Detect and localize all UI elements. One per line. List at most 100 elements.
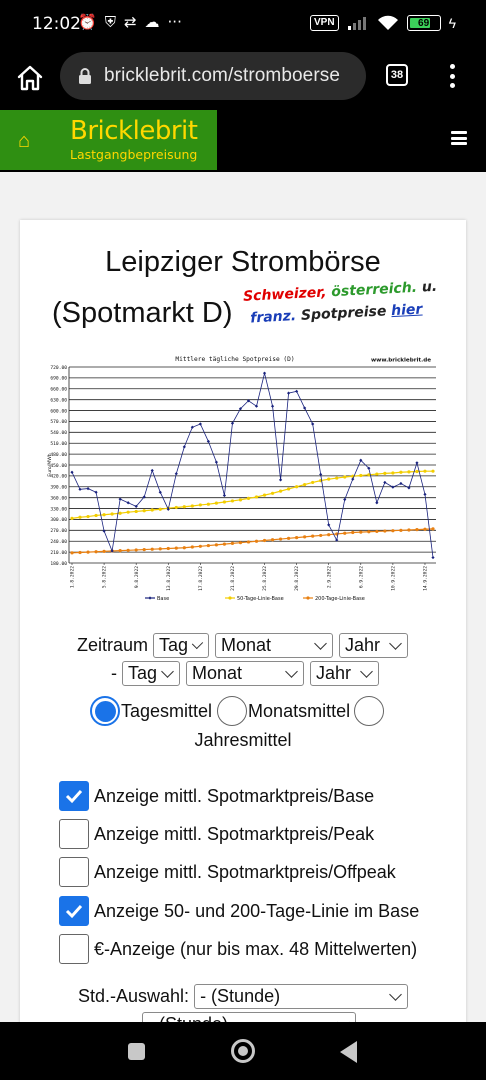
data-point-50-day [182,505,186,509]
promo-word: franz. [249,308,297,327]
radio-monatsmittel-label[interactable]: Monatsmittel [248,700,351,721]
data-point-50-day [295,485,299,489]
data-point-50-day [174,505,178,510]
data-point-50-day [118,511,122,515]
data-point-200-day [142,547,146,552]
other-markets-link[interactable]: Schweizer, österreich. u. franz. Spotpre… [243,274,468,346]
y-tick-label: 660.00 [50,387,67,393]
checkbox-offpeak-label[interactable]: Anzeige mittl. Spotmarktpreis/Offpeak [94,861,396,882]
site-logo[interactable]: ⌂ Bricklebrit Lastgangbepreisung [0,110,217,170]
data-point-200-day [262,538,267,543]
data-point-200-day [311,534,315,538]
data-point-50-day [150,508,154,512]
checkbox-peak[interactable] [59,819,89,849]
checkbox-base[interactable] [59,781,89,811]
lock-icon [79,68,91,84]
y-tick-label: 420.00 [50,474,67,480]
select-value: Tag [159,635,189,655]
data-point-200-day [70,551,74,555]
home-button[interactable] [231,1039,255,1063]
y-tick-label: 510.00 [50,441,67,447]
page-title: Leipziger Strombörse [105,246,381,278]
data-point-200-day [222,542,227,546]
checkbox-euro[interactable] [59,934,89,964]
content-card: Leipziger Strombörse (Spotmarkt D) Schwe… [20,220,466,1040]
data-point-200-day [254,539,259,543]
legend-marker [306,596,310,600]
select-value: - (Stunde) [200,986,281,1006]
data-point-50-day [222,500,227,504]
x-tick-label: 5.8.2022 [102,566,108,588]
radio-monatsmittel[interactable] [217,696,248,726]
data-point-base [94,490,98,494]
select-value: Monat [221,635,272,655]
data-point-200-day [94,550,98,554]
data-point-50-day [134,509,138,514]
from-month-select[interactable]: Monat [215,633,334,658]
back-button[interactable] [340,1041,357,1063]
select-value: Monat [192,663,243,683]
checkbox-euro-label[interactable]: €-Anzeige (nur bis max. 48 Mittelwerten) [94,938,418,959]
from-day-select[interactable]: Tag [153,633,210,658]
checkbox-offpeak[interactable] [59,857,89,887]
data-point-200-day [134,548,138,552]
data-point-base [303,406,307,410]
data-point-200-day [198,544,202,548]
battery-level: 69 [418,17,430,29]
status-left-icons: ⏰ ⛨ ⇄ ☁ ··· [78,13,182,31]
radio-tagesmittel-label[interactable]: Tagesmittel [121,700,213,721]
checkbox-moving-averages-label[interactable]: Anzeige 50- und 200-Tage-Linie im Base [94,900,420,921]
x-tick-label: 6.9.2022 [358,566,364,588]
home-icon[interactable] [14,62,46,94]
site-header: ⌂ Bricklebrit Lastgangbepreisung [0,110,486,172]
data-point-50-day [230,499,235,503]
checkbox-peak-label[interactable]: Anzeige mittl. Spotmarktpreis/Peak [94,823,375,844]
checkmark-icon [65,904,83,919]
data-point-50-day [335,476,339,480]
data-point-50-day [126,510,130,514]
data-point-200-day [118,549,122,553]
checkbox-row-euro: €-Anzeige (nur bis max. 48 Mittelwerten) [59,934,417,964]
from-year-select[interactable]: Jahr [339,633,409,658]
y-tick-label: 570.00 [50,419,67,425]
data-point-200-day [182,546,186,550]
radio-jahresmittel-row: Jahresmittel [20,730,466,751]
to-day-select[interactable]: Tag [122,661,180,686]
promo-word: Schweizer, [242,284,327,305]
radio-jahresmittel[interactable] [354,696,385,726]
tab-switcher-button[interactable]: 38 [386,64,408,86]
chevron-down-icon [389,636,402,650]
browser-menu-icon[interactable] [442,62,462,90]
radio-tagesmittel[interactable] [90,696,120,726]
x-tick-label: 13.8.2022 [166,566,172,591]
data-point-200-day [126,548,130,552]
radio-jahresmittel-label[interactable]: Jahresmittel [194,730,292,750]
data-point-base [399,481,403,486]
to-year-select[interactable]: Jahr [310,661,379,686]
spot-price-chart: 180.00 210.00 240.00 270.00 300.00 330.00 360.… [45,352,443,610]
recents-button[interactable] [128,1043,145,1060]
address-bar[interactable]: bricklebrit.com/stromboerse [60,52,366,100]
data-point-200-day [278,537,283,541]
status-bar: 12:02 ⏰ ⛨ ⇄ ☁ ··· VPN 69 ϟ [0,0,486,50]
shield-icon: ⛨ [104,13,116,31]
dash-label: - [111,663,117,683]
data-point-200-day [295,535,299,540]
promo-link-here[interactable]: hier [390,301,423,320]
hour-selection-label: Std.-Auswahl: [78,986,190,1006]
checkbox-base-label[interactable]: Anzeige mittl. Spotmarktpreis/Base [94,785,375,806]
hour-select[interactable]: - (Stunde) [194,984,409,1009]
hamburger-menu-icon[interactable] [451,131,467,145]
to-month-select[interactable]: Monat [186,661,304,686]
select-value: Jahr [345,635,381,655]
promo-word: u. [421,278,438,296]
y-tick-label: 690.00 [50,376,67,382]
data-point-200-day [407,528,411,532]
data-point-200-day [166,546,170,551]
checkbox-moving-averages[interactable] [59,896,89,926]
y-tick-label: 390.00 [50,485,67,491]
data-point-200-day [102,549,106,553]
data-point-200-day [238,541,243,545]
data-point-50-day [254,495,259,499]
system-nav-bar [0,1022,486,1080]
